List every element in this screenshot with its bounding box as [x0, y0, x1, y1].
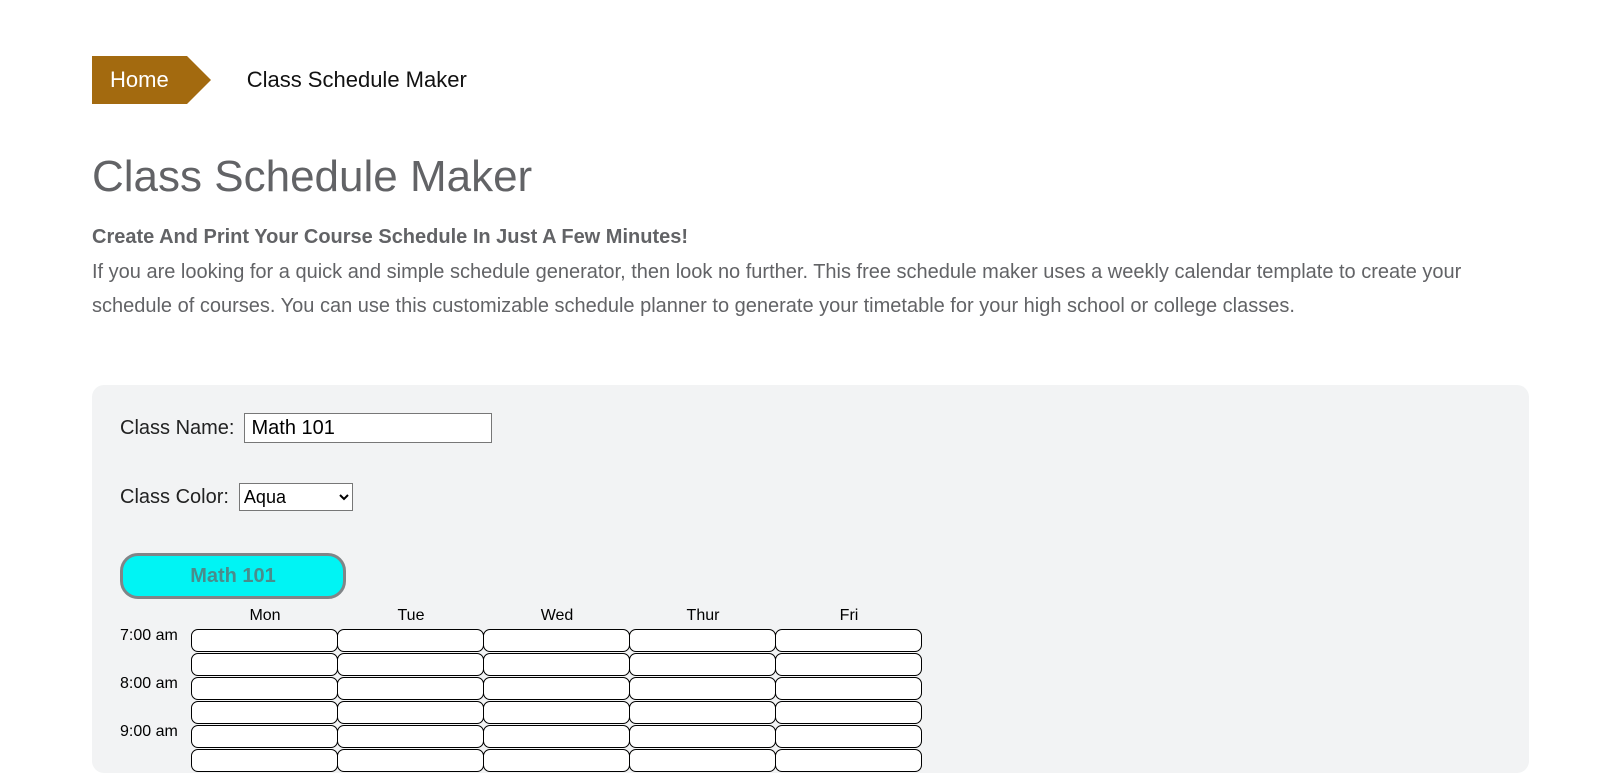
schedule-cell[interactable] [337, 749, 484, 772]
time-label: 7:00 am [120, 627, 192, 651]
breadcrumb-home[interactable]: Home [92, 56, 187, 104]
time-label: 8:00 am [120, 675, 192, 699]
breadcrumb: Home Class Schedule Maker [92, 56, 1529, 104]
schedule-row: 7:00 am [120, 629, 1501, 653]
schedule-cell[interactable] [337, 677, 484, 700]
day-header-thur: Thur [630, 601, 776, 629]
schedule-row: 8:00 am [120, 677, 1501, 701]
schedule-cell[interactable] [337, 701, 484, 724]
schedule-row [120, 701, 1501, 725]
schedule-cell[interactable] [337, 725, 484, 748]
class-name-input[interactable] [244, 413, 492, 443]
schedule-cell[interactable] [775, 653, 922, 676]
class-name-row: Class Name: [120, 413, 1501, 443]
schedule-cell[interactable] [629, 653, 776, 676]
day-header-tue: Tue [338, 601, 484, 629]
schedule-row: 9:00 am [120, 725, 1501, 749]
schedule-panel: Class Name: Class Color: Aqua Math 101 M… [92, 385, 1529, 773]
schedule-cell[interactable] [775, 749, 922, 772]
class-color-row: Class Color: Aqua [120, 483, 1501, 511]
breadcrumb-current: Class Schedule Maker [247, 67, 467, 93]
schedule-row [120, 749, 1501, 773]
schedule-days-header: Mon Tue Wed Thur Fri [120, 601, 1501, 629]
schedule-cell[interactable] [775, 629, 922, 652]
schedule-cell[interactable] [483, 725, 630, 748]
schedule-cell[interactable] [191, 749, 338, 772]
schedule-cell[interactable] [191, 629, 338, 652]
schedule-cell[interactable] [483, 701, 630, 724]
day-header-wed: Wed [484, 601, 630, 629]
description-text: If you are looking for a quick and simpl… [92, 255, 1529, 323]
schedule-cell[interactable] [483, 749, 630, 772]
schedule-cell[interactable] [337, 629, 484, 652]
schedule-cell[interactable] [629, 749, 776, 772]
schedule-cell[interactable] [775, 677, 922, 700]
lead-text: Create And Print Your Course Schedule In… [92, 226, 1529, 249]
class-color-select[interactable]: Aqua [239, 483, 353, 511]
schedule-cell[interactable] [629, 677, 776, 700]
schedule-cell[interactable] [629, 701, 776, 724]
schedule-cell[interactable] [775, 725, 922, 748]
schedule-cell[interactable] [629, 629, 776, 652]
schedule-cell[interactable] [191, 677, 338, 700]
schedule-cell[interactable] [483, 677, 630, 700]
day-header-fri: Fri [776, 601, 922, 629]
schedule-cell[interactable] [191, 725, 338, 748]
day-header-mon: Mon [192, 601, 338, 629]
class-preview-chip[interactable]: Math 101 [120, 553, 346, 599]
schedule-grid: Mon Tue Wed Thur Fri 7:00 am 8:00 am 9:00 … [120, 601, 1501, 773]
page-title: Class Schedule Maker [92, 152, 1529, 202]
class-name-label: Class Name: [120, 417, 234, 440]
time-label [120, 747, 192, 771]
schedule-body: 7:00 am 8:00 am 9:00 am [120, 629, 1501, 773]
schedule-cell[interactable] [191, 653, 338, 676]
class-color-label: Class Color: [120, 486, 229, 509]
schedule-cell[interactable] [337, 653, 484, 676]
time-label [120, 699, 192, 723]
schedule-cell[interactable] [629, 725, 776, 748]
schedule-cell[interactable] [775, 701, 922, 724]
time-label [120, 651, 192, 675]
schedule-cell[interactable] [483, 629, 630, 652]
time-label: 9:00 am [120, 723, 192, 747]
schedule-cell[interactable] [191, 701, 338, 724]
schedule-row [120, 653, 1501, 677]
schedule-cell[interactable] [483, 653, 630, 676]
